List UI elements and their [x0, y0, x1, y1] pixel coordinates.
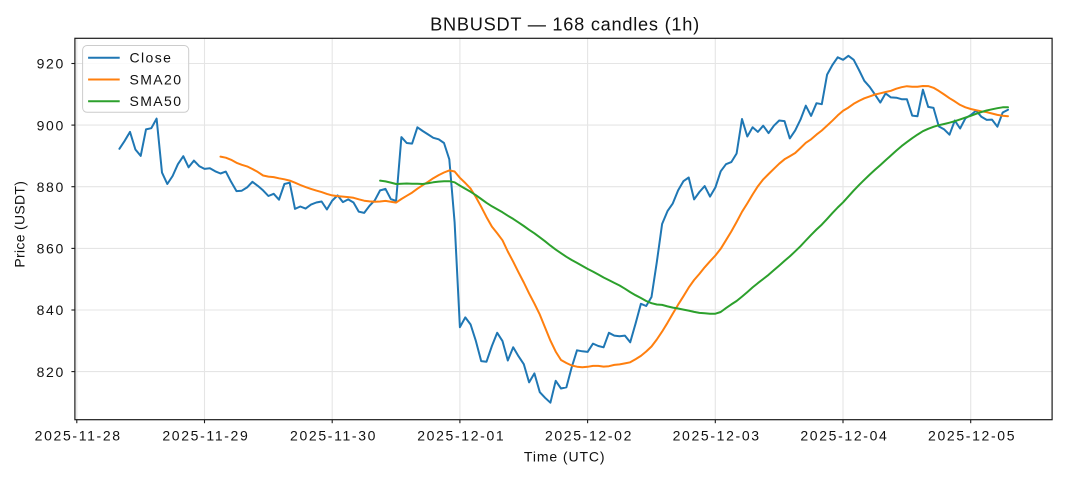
svg-text:2025-12-03: 2025-12-03: [673, 428, 761, 444]
svg-text:2025-11-28: 2025-11-28: [35, 428, 122, 444]
svg-text:2025-11-30: 2025-11-30: [290, 428, 377, 444]
svg-text:860: 860: [37, 241, 65, 257]
svg-text:840: 840: [37, 302, 65, 318]
svg-text:Time (UTC): Time (UTC): [524, 449, 606, 465]
svg-text:880: 880: [37, 179, 65, 195]
svg-text:Close: Close: [130, 50, 173, 66]
svg-text:2025-12-05: 2025-12-05: [928, 428, 1016, 444]
svg-text:2025-12-04: 2025-12-04: [800, 428, 888, 444]
svg-text:BNBUSDT — 168 candles (1h): BNBUSDT — 168 candles (1h): [430, 15, 700, 35]
svg-text:2025-11-29: 2025-11-29: [162, 428, 249, 444]
svg-text:920: 920: [37, 56, 65, 72]
svg-text:820: 820: [37, 364, 65, 380]
svg-text:Price (USDT): Price (USDT): [12, 181, 28, 268]
svg-text:2025-12-01: 2025-12-01: [417, 428, 505, 444]
svg-text:900: 900: [37, 117, 65, 133]
svg-text:2025-12-02: 2025-12-02: [545, 428, 633, 444]
svg-text:SMA50: SMA50: [130, 93, 183, 109]
svg-text:SMA20: SMA20: [130, 71, 183, 87]
